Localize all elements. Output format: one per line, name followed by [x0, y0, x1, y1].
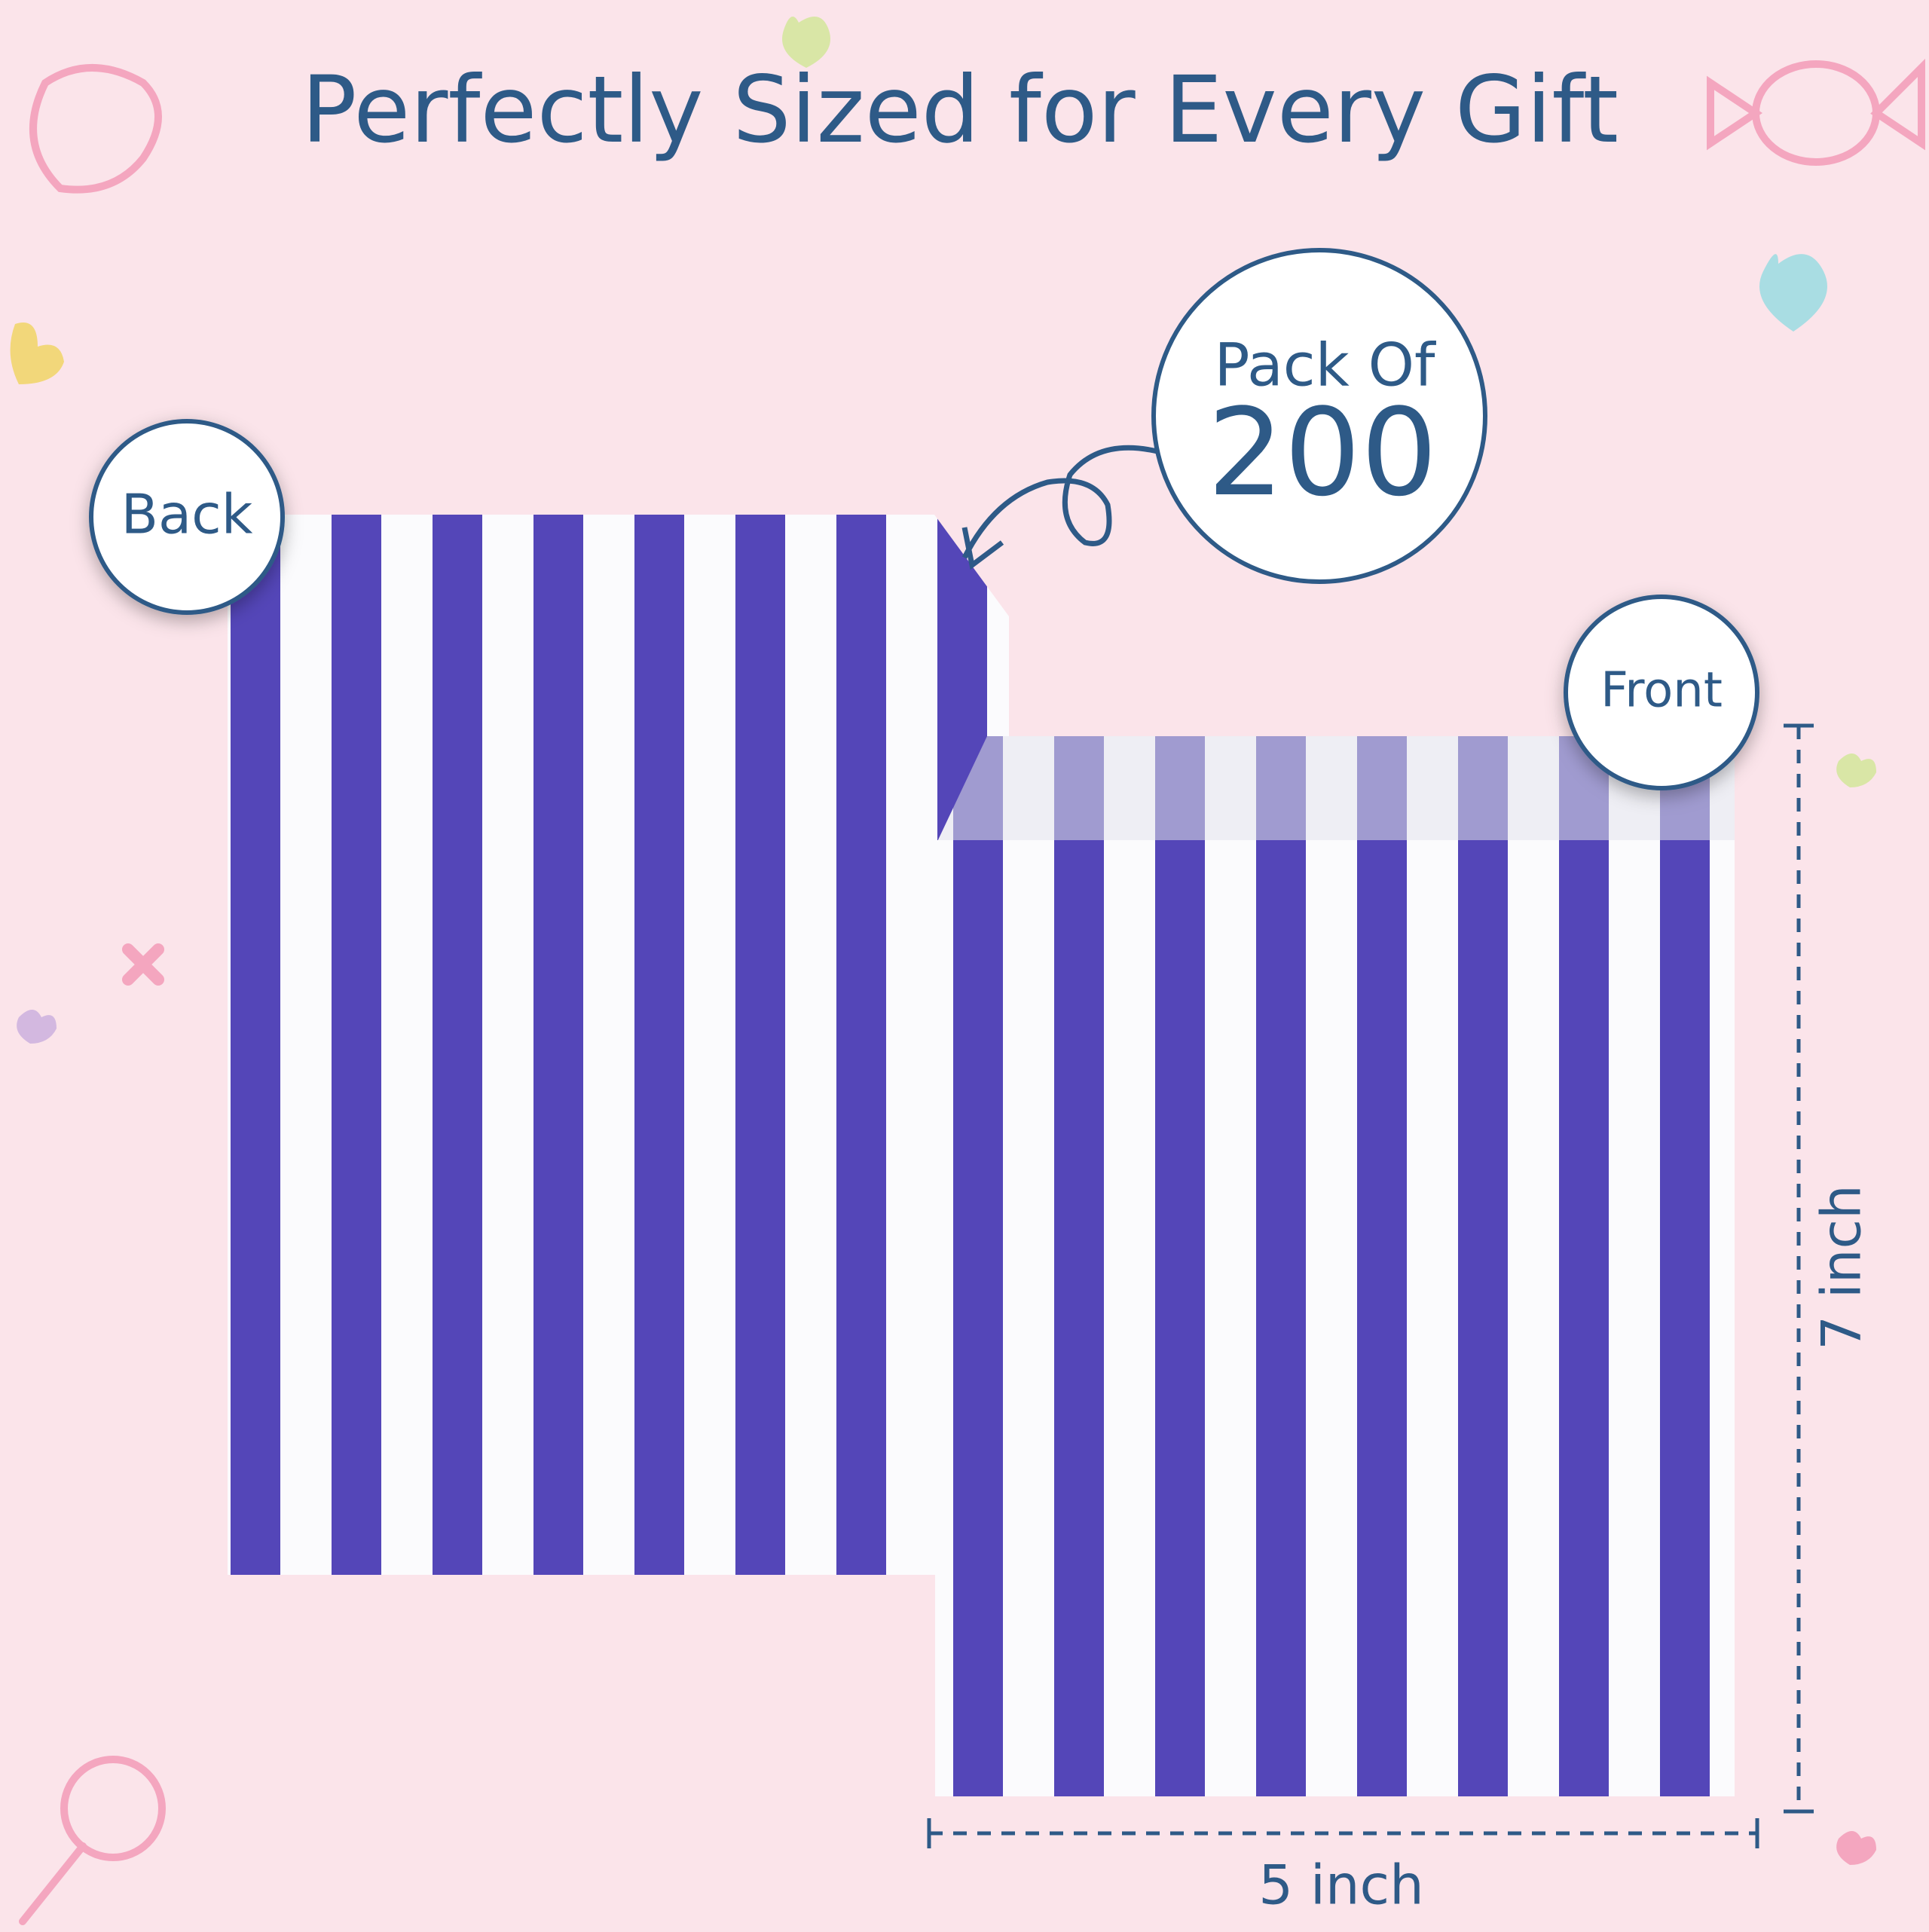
- height-label: 7 inch: [1810, 1185, 1873, 1350]
- width-label: 5 inch: [1258, 1854, 1424, 1917]
- pack-badge: [1151, 248, 1487, 584]
- back-badge: [89, 419, 285, 615]
- dimension-lines: [927, 723, 1814, 1848]
- title: Perfectly Sized for Every Gift: [301, 57, 1619, 164]
- arrow: [961, 445, 1161, 559]
- pack-count: 200: [1207, 382, 1437, 523]
- back-bag: [228, 515, 1009, 1575]
- front-badge: [1564, 595, 1759, 790]
- back-label: Back: [121, 483, 253, 546]
- front-label: Front: [1600, 663, 1723, 719]
- decorations: [10, 17, 1925, 1925]
- front-bag: [935, 736, 1735, 1796]
- pack-label: Pack Of: [1214, 332, 1436, 399]
- arrow-head: [961, 527, 1004, 570]
